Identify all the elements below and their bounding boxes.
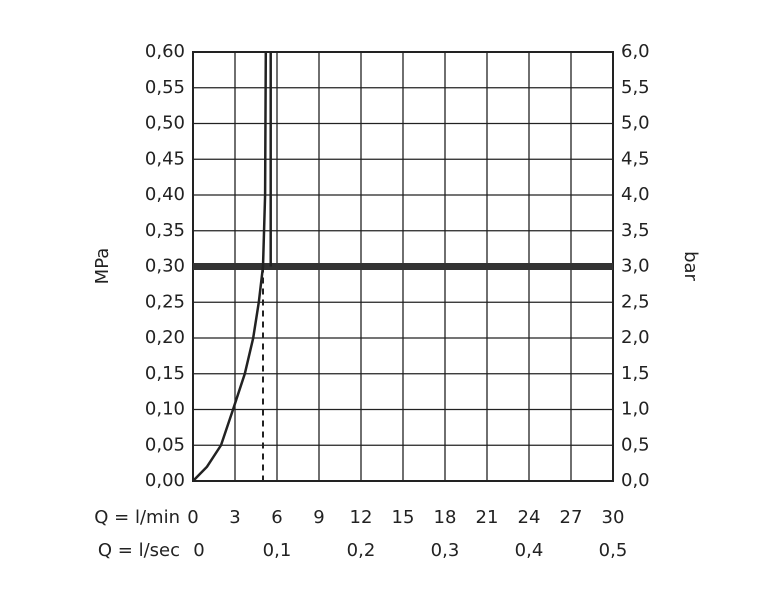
y2-tick-label: 5,5 [621,77,650,98]
x2-axis-label: Q = l/sec [98,540,180,561]
x-tick-label: 12 [350,507,373,528]
curve [192,51,268,482]
y-tick-label: 0,50 [145,113,185,134]
y-tick-label: 0,20 [145,327,185,348]
y-tick-label: 0,35 [145,220,185,241]
x-tick-label: 18 [434,507,457,528]
x-tick-label: 9 [313,507,324,528]
y2-tick-label: 0,0 [621,470,650,491]
y-tick-label: 0,55 [145,77,185,98]
x-tick-label: 3 [229,507,240,528]
x2-tick-label: 0,5 [599,540,628,561]
x-tick-label: 27 [560,507,583,528]
y-tick-label: 0,15 [145,363,185,384]
x2-tick-label: 0 [193,540,204,561]
y-tick-label: 0,10 [145,399,185,420]
x-tick-label: 30 [602,507,625,528]
y-axis-label: MPa [92,248,113,285]
y-tick-label: 0,45 [145,148,185,169]
y2-tick-label: 1,5 [621,363,650,384]
y2-tick-label: 4,5 [621,148,650,169]
y2-axis-label: bar [680,251,701,281]
y-tick-label: 0,30 [145,256,185,277]
y2-tick-label: 5,0 [621,113,650,134]
x-tick-label: 0 [187,507,198,528]
x-tick-label: 6 [271,507,282,528]
y2-tick-label: 2,5 [621,291,650,312]
y2-tick-label: 6,0 [621,41,650,62]
x-tick-label: 21 [476,507,499,528]
y2-tick-label: 3,0 [621,256,650,277]
y2-tick-label: 4,0 [621,184,650,205]
y-tick-label: 0,05 [145,434,185,455]
x2-tick-label: 0,1 [263,540,292,561]
y2-tick-label: 1,0 [621,399,650,420]
y2-tick-label: 3,5 [621,220,650,241]
y-tick-label: 0,00 [145,470,185,491]
y-tick-label: 0,40 [145,184,185,205]
x2-tick-label: 0,2 [347,540,376,561]
x-tick-label: 24 [518,507,541,528]
y-tick-label: 0,25 [145,291,185,312]
x2-tick-label: 0,4 [515,540,544,561]
y2-tick-label: 2,0 [621,327,650,348]
y2-tick-label: 0,5 [621,434,650,455]
x-tick-label: 15 [392,507,415,528]
y-tick-label: 0,60 [145,41,185,62]
x2-tick-label: 0,3 [431,540,460,561]
x-axis-label: Q = l/min [94,507,180,528]
